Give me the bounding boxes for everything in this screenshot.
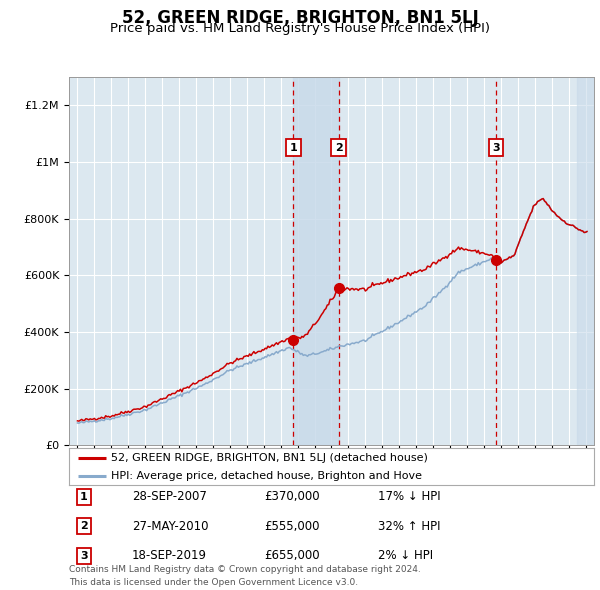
Text: £370,000: £370,000 [264,490,320,503]
Text: 52, GREEN RIDGE, BRIGHTON, BN1 5LJ: 52, GREEN RIDGE, BRIGHTON, BN1 5LJ [122,9,478,27]
Bar [293,77,338,445]
Text: £655,000: £655,000 [264,549,320,562]
Text: 18-SEP-2019: 18-SEP-2019 [132,549,207,562]
Text: Price paid vs. HM Land Registry's House Price Index (HPI): Price paid vs. HM Land Registry's House … [110,22,490,35]
Text: 28-SEP-2007: 28-SEP-2007 [132,490,207,503]
Text: 2% ↓ HPI: 2% ↓ HPI [378,549,433,562]
Text: £555,000: £555,000 [264,520,320,533]
Text: 27-MAY-2010: 27-MAY-2010 [132,520,209,533]
Text: 1: 1 [290,143,297,153]
Text: 2: 2 [80,522,88,531]
Text: 3: 3 [493,143,500,153]
Bar [577,77,594,445]
Text: Contains HM Land Registry data © Crown copyright and database right 2024.
This d: Contains HM Land Registry data © Crown c… [69,565,421,587]
Text: 3: 3 [80,551,88,560]
Text: 17% ↓ HPI: 17% ↓ HPI [378,490,440,503]
Text: 1: 1 [80,492,88,502]
Text: 52, GREEN RIDGE, BRIGHTON, BN1 5LJ (detached house): 52, GREEN RIDGE, BRIGHTON, BN1 5LJ (deta… [111,453,428,463]
Text: HPI: Average price, detached house, Brighton and Hove: HPI: Average price, detached house, Brig… [111,471,422,481]
Text: 2: 2 [335,143,343,153]
Text: 32% ↑ HPI: 32% ↑ HPI [378,520,440,533]
